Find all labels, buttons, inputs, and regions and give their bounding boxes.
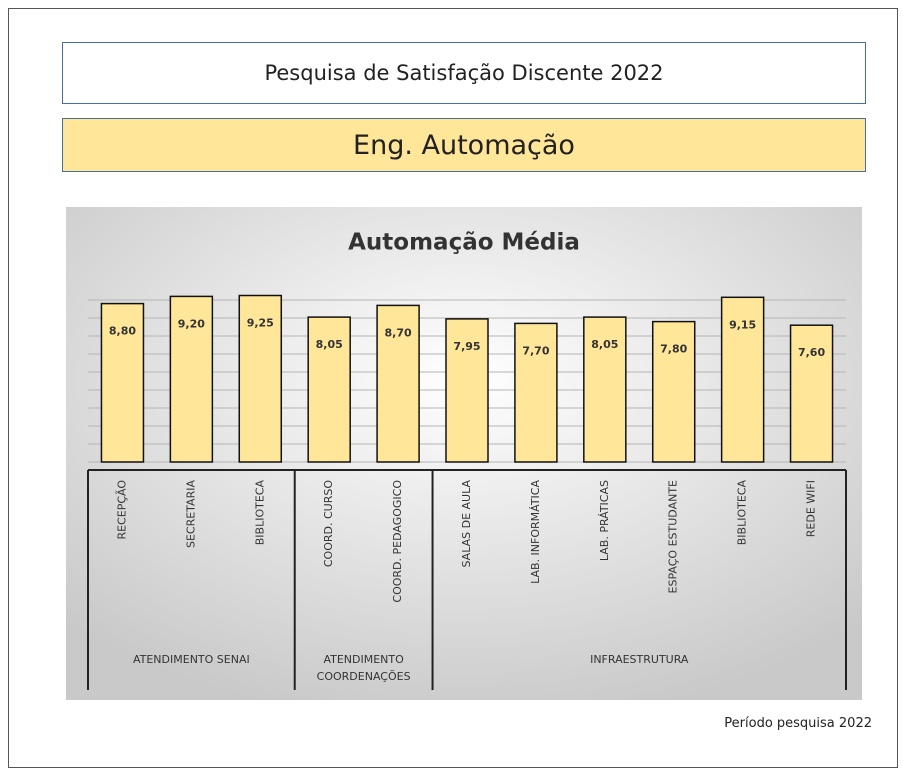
data-label: 9,25 [247,317,274,330]
data-label: 9,20 [178,317,205,330]
data-label: 7,70 [522,344,549,357]
chart: Automação Média 8,80 RECEPÇÃO 9,20 SECRETAR… [66,207,862,700]
data-label: 7,80 [660,343,687,356]
x-tick-label: BIBLIOTECA [736,480,749,546]
bar [583,316,627,463]
x-tick-label: COORD. CURSO [322,480,335,567]
bar [789,324,834,463]
data-label: 8,80 [109,325,136,338]
x-tick-label: SALAS DE AULA [460,480,473,568]
bar [238,294,283,463]
data-label: 9,15 [729,318,756,331]
x-tick-label: SECRETARIA [184,480,197,548]
x-tick-label: LAB. INFORMÁTICA [529,480,542,584]
bar [445,318,489,463]
bar [169,295,214,463]
x-tick-label: COORD. PEDAGOGICO [391,480,404,603]
bar [100,302,145,463]
header-subtitle: Eng. Automação [62,118,866,172]
group-label: COORDENAÇÕES [317,670,411,683]
chart-title: Automação Média [348,230,580,256]
data-label: 8,70 [385,326,412,339]
x-tick-label: REDE WIFI [805,480,818,537]
bar [376,304,420,463]
bar [307,316,351,463]
x-tick-label: BIBLIOTECA [253,480,266,546]
bar [514,322,558,463]
data-label: 8,05 [591,338,618,351]
x-tick-label: ESPAÇO ESTUDANTE [667,480,680,593]
data-label: 7,60 [798,346,825,359]
bar [720,296,765,463]
footer: Período pesquisa 2022 [724,716,872,731]
group-label: INFRAESTRUTURA [590,653,689,666]
x-tick-label: LAB. PRÁTICAS [598,480,611,561]
group-label: ATENDIMENTO SENAI [133,653,250,666]
group-label: ATENDIMENTO [323,653,404,666]
header-title: Pesquisa de Satisfação Discente 2022 [62,42,866,104]
data-label: 8,05 [316,338,343,351]
bar [651,320,696,463]
x-tick-label: RECEPÇÃO [115,480,128,540]
data-label: 7,95 [453,340,480,353]
